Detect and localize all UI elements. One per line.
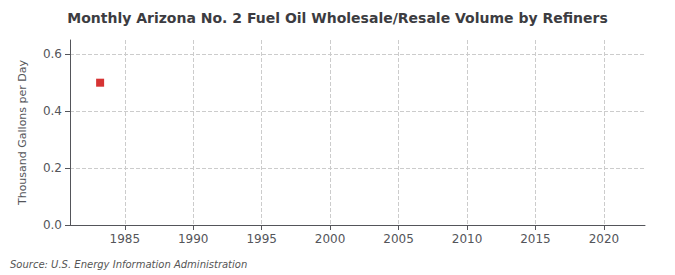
svg-text:Thousand Gallons per Day: Thousand Gallons per Day: [16, 59, 29, 206]
svg-text:1990: 1990: [178, 232, 209, 246]
svg-text:0.4: 0.4: [43, 104, 62, 118]
svg-text:Source: U.S. Energy Informatio: Source: U.S. Energy Information Administ…: [10, 259, 247, 270]
svg-text:2005: 2005: [383, 232, 414, 246]
svg-text:0.6: 0.6: [43, 47, 62, 61]
svg-text:2000: 2000: [315, 232, 346, 246]
svg-text:2010: 2010: [452, 232, 483, 246]
svg-text:2020: 2020: [589, 232, 620, 246]
svg-text:0.0: 0.0: [43, 218, 62, 232]
svg-text:Monthly Arizona No. 2 Fuel Oil: Monthly Arizona No. 2 Fuel Oil Wholesale…: [67, 10, 608, 26]
svg-text:0.2: 0.2: [43, 161, 62, 175]
svg-text:1995: 1995: [246, 232, 277, 246]
svg-text:1985: 1985: [109, 232, 140, 246]
svg-text:2015: 2015: [520, 232, 551, 246]
